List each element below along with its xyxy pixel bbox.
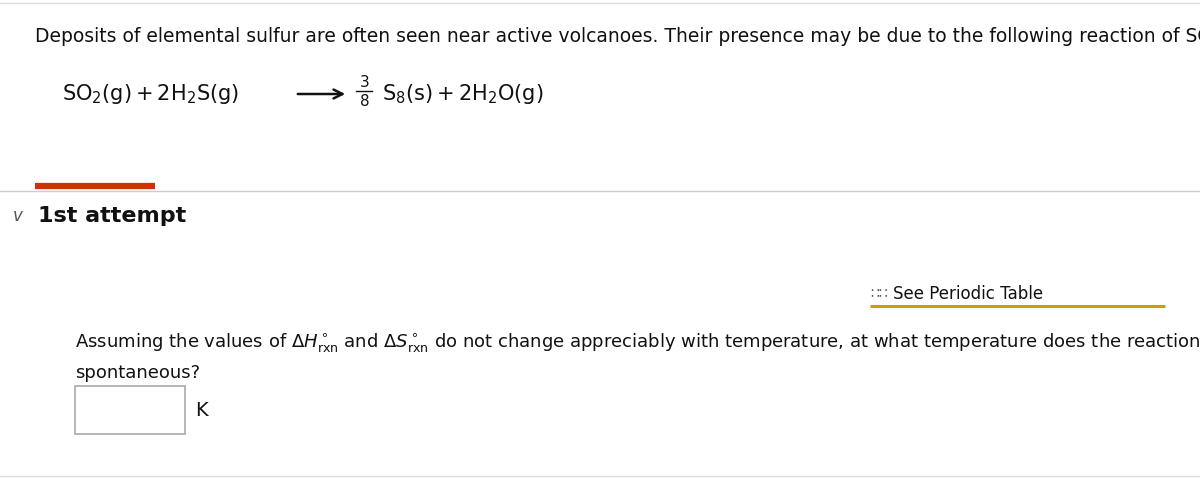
Text: 1st attempt: 1st attempt	[38, 206, 186, 226]
Text: K: K	[194, 400, 208, 420]
Text: Assuming the values of $\Delta H^\circ_{\mathrm{rxn}}$ and $\Delta S^\circ_{\mat: Assuming the values of $\Delta H^\circ_{…	[74, 331, 1200, 354]
Text: $\mathrm{S_8(s) + 2H_2O(g)}$: $\mathrm{S_8(s) + 2H_2O(g)}$	[382, 82, 544, 106]
FancyBboxPatch shape	[74, 386, 185, 434]
Text: v: v	[13, 207, 23, 225]
Text: $3$: $3$	[359, 74, 370, 90]
Text: ∷∷: ∷∷	[870, 287, 888, 301]
Text: Deposits of elemental sulfur are often seen near active volcanoes. Their presenc: Deposits of elemental sulfur are often s…	[35, 27, 1200, 46]
Text: $\mathrm{SO_2(g) + 2H_2S(g)}$: $\mathrm{SO_2(g) + 2H_2S(g)}$	[62, 82, 239, 106]
Text: $8$: $8$	[359, 93, 370, 109]
Text: spontaneous?: spontaneous?	[74, 364, 200, 382]
Text: See Periodic Table: See Periodic Table	[893, 285, 1043, 303]
